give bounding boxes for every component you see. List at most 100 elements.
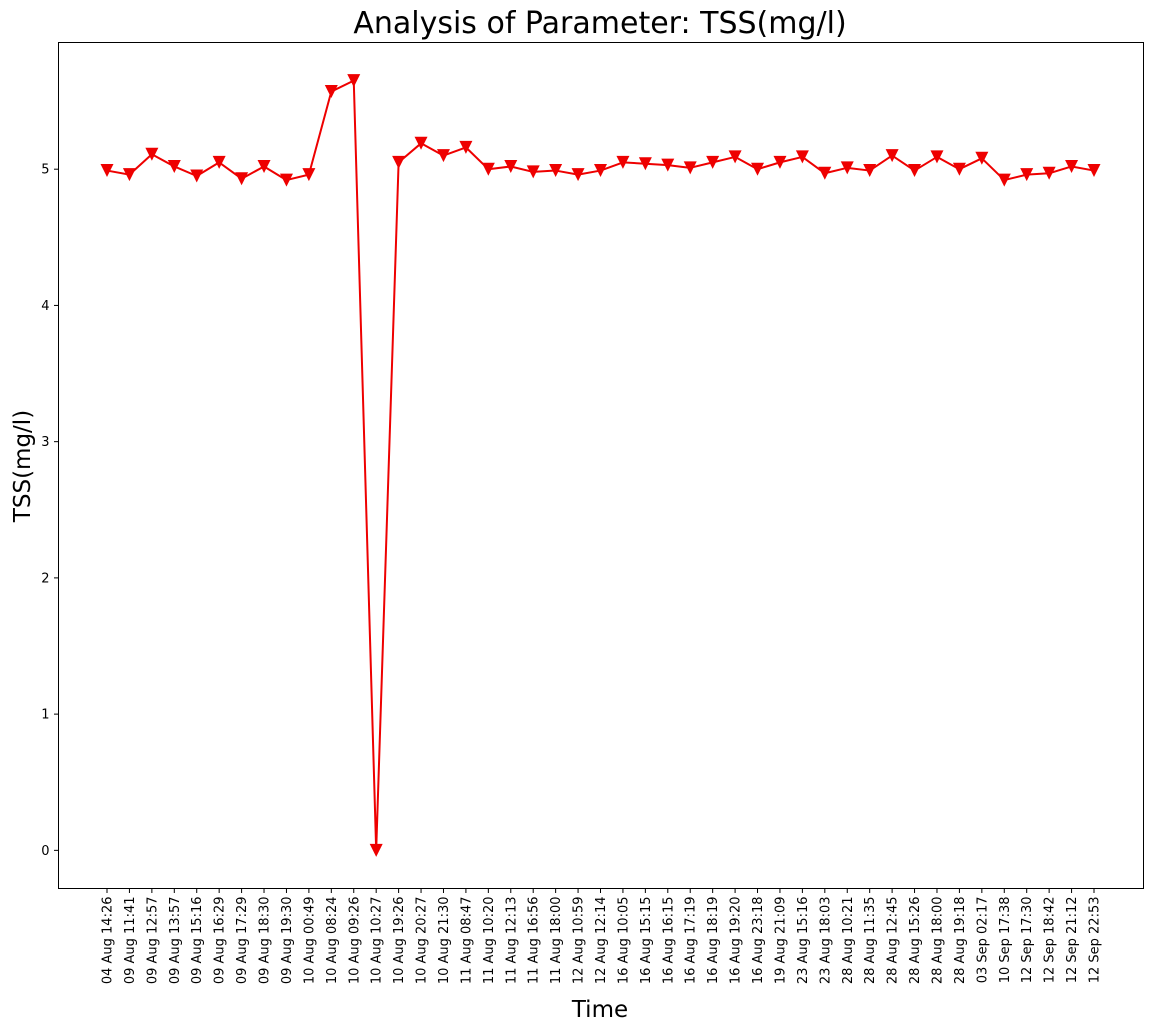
x-tick-label: 16 Aug 16:15 [661, 897, 676, 985]
data-point-marker [773, 155, 787, 169]
data-point-marker [414, 136, 428, 150]
x-tick-label: 12 Aug 10:59 [572, 897, 587, 985]
data-point-marker [661, 158, 675, 172]
data-point-marker [549, 164, 563, 178]
x-tick-label: 03 Sep 02:17 [975, 897, 990, 984]
x-tick-label: 09 Aug 17:29 [235, 897, 250, 985]
data-point-marker [1065, 159, 1079, 173]
x-tick-label: 16 Aug 19:20 [729, 897, 744, 985]
y-tick-label: 2 [41, 571, 49, 586]
x-axis: 04 Aug 14:26 09 Aug 11:41 09 Aug 12:57 09 A… [101, 888, 1103, 985]
x-tick-label: 10 Aug 21:30 [437, 897, 452, 985]
x-tick-label: 11 Aug 18:00 [549, 897, 564, 985]
x-tick-label: 10 Sep 17:38 [998, 897, 1013, 984]
data-point-marker [952, 162, 966, 176]
data-point-marker [818, 166, 832, 180]
x-tick-label: 09 Aug 13:57 [168, 897, 183, 985]
data-point-marker [908, 164, 922, 178]
x-tick-label: 11 Aug 12:13 [504, 897, 519, 985]
data-point-marker [706, 155, 720, 169]
data-point-marker [795, 150, 809, 164]
x-tick-label: 23 Aug 15:16 [796, 897, 811, 985]
x-tick-label: 09 Aug 12:57 [145, 897, 160, 985]
x-tick-label: 16 Aug 17:19 [684, 897, 699, 985]
y-tick-label: 3 [41, 435, 49, 450]
x-tick-label: 16 Aug 23:18 [751, 897, 766, 985]
data-point-marker [167, 159, 181, 173]
x-tick-label: 11 Aug 10:20 [482, 897, 497, 985]
data-point-marker [616, 155, 630, 169]
data-point-marker [975, 151, 989, 165]
x-tick-label: 19 Aug 21:09 [773, 897, 788, 985]
data-point-marker [481, 162, 495, 176]
data-point-marker [347, 74, 361, 88]
data-point-marker [212, 155, 226, 169]
x-tick-label: 16 Aug 15:15 [639, 897, 654, 985]
x-tick-label: 04 Aug 14:26 [101, 897, 116, 985]
x-tick-label: 09 Aug 16:29 [213, 897, 228, 985]
y-axis: 0 1 2 3 4 5 [41, 163, 59, 859]
x-tick-label: 09 Aug 11:41 [123, 897, 138, 985]
x-tick-label: 12 Sep 21:12 [1065, 897, 1080, 984]
x-tick-label: 09 Aug 19:30 [280, 897, 295, 985]
x-tick-label: 09 Aug 18:30 [258, 897, 273, 985]
data-point-marker [257, 159, 271, 173]
y-tick-label: 5 [41, 163, 49, 178]
y-tick-label: 4 [41, 299, 49, 314]
y-axis-label: TSS(mg/l) [10, 410, 36, 523]
data-point-marker [504, 159, 518, 173]
x-tick-label: 10 Aug 08:24 [325, 897, 340, 985]
data-point-marker [324, 85, 338, 99]
x-tick-label: 28 Aug 15:26 [908, 897, 923, 985]
x-tick-label: 28 Aug 11:35 [863, 897, 878, 985]
x-tick-label: 12 Sep 22:53 [1088, 897, 1103, 984]
data-point-marker [459, 140, 473, 154]
data-series [100, 74, 1101, 857]
data-point-marker [235, 172, 249, 186]
data-point-marker [392, 155, 406, 169]
x-tick-label: 28 Aug 10:21 [841, 897, 856, 985]
x-tick-label: 16 Aug 18:19 [706, 897, 721, 985]
y-tick-label: 0 [41, 844, 49, 859]
x-tick-label: 28 Aug 12:45 [886, 897, 901, 985]
series-line [106, 79, 1095, 852]
x-tick-label: 10 Aug 09:26 [347, 897, 362, 985]
y-tick-label: 1 [41, 708, 49, 723]
x-tick-label: 10 Aug 10:27 [370, 897, 385, 985]
data-point-marker [122, 168, 136, 182]
x-tick-label: 10 Aug 00:49 [302, 897, 317, 985]
data-point-marker [997, 173, 1011, 187]
data-point-marker [369, 843, 383, 857]
data-point-marker [885, 149, 899, 163]
data-point-marker [436, 149, 450, 163]
data-point-marker [863, 164, 877, 178]
x-axis-label: Time [571, 997, 628, 1023]
data-point-marker [930, 150, 944, 164]
data-point-marker [526, 165, 540, 179]
data-point-marker [279, 173, 293, 187]
data-point-marker [145, 147, 159, 161]
data-point-marker [100, 164, 114, 178]
data-point-marker [840, 161, 854, 175]
data-point-marker [1020, 168, 1034, 182]
data-point-marker [751, 162, 765, 176]
x-tick-label: 09 Aug 15:16 [190, 897, 205, 985]
x-tick-label: 11 Aug 16:56 [527, 897, 542, 985]
x-tick-label: 23 Aug 18:03 [818, 897, 833, 985]
x-tick-label: 28 Aug 18:00 [930, 897, 945, 985]
x-tick-label: 10 Aug 20:27 [415, 897, 430, 985]
data-point-marker [190, 169, 204, 183]
data-point-marker [1087, 164, 1101, 178]
x-tick-label: 16 Aug 10:05 [616, 897, 631, 985]
x-tick-label: 12 Sep 17:30 [1020, 897, 1035, 984]
data-point-marker [728, 150, 742, 164]
data-point-marker [571, 168, 585, 182]
x-tick-label: 10 Aug 19:26 [392, 897, 407, 985]
data-point-marker [302, 168, 316, 182]
data-point-marker [594, 164, 607, 178]
x-tick-label: 12 Sep 18:42 [1043, 897, 1058, 984]
data-point-marker [1042, 166, 1056, 180]
x-tick-label: 12 Aug 12:14 [594, 897, 609, 985]
data-point-marker [683, 161, 697, 175]
